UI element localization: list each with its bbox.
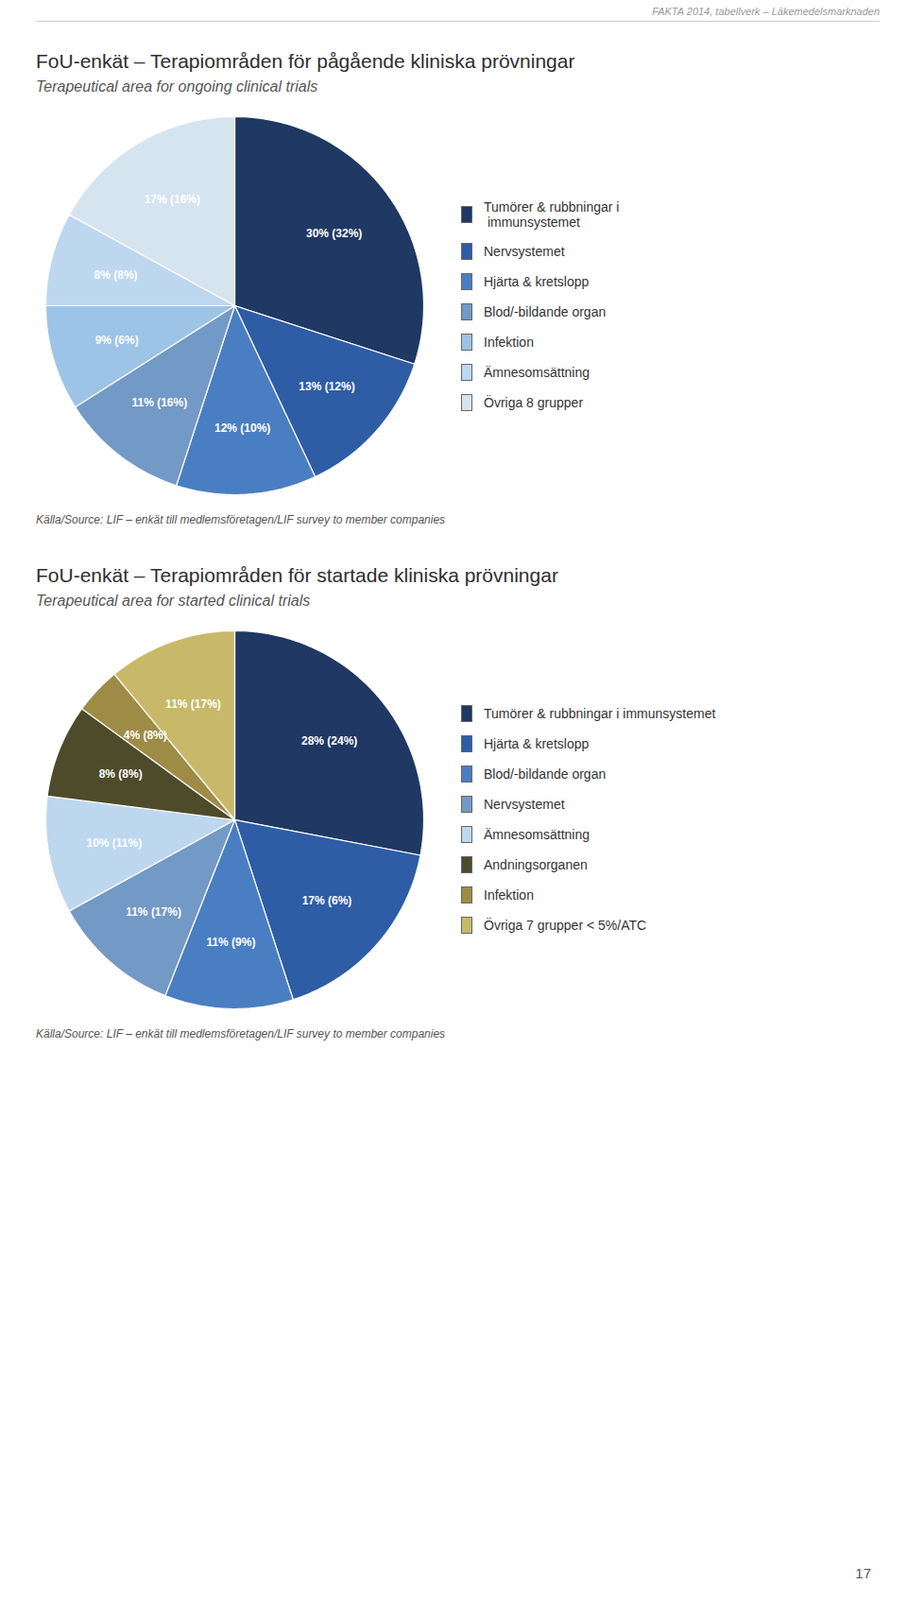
html-text:Källa/Source: LIF – enkät till: Källa/Source: LIF – enkät till medlemsfö…	[35, 1026, 446, 1041]
html-text:17: 17	[855, 1564, 872, 1581]
svg-text:11% (17%): 11% (17%)	[125, 905, 182, 919]
svg-text:8% (8%): 8% (8%)	[94, 268, 138, 282]
html-text:Blod/-bildande organ: Blod/-bildande organ	[483, 766, 606, 782]
html-text:Övriga 8 grupper: Övriga 8 grupper	[483, 394, 584, 411]
svg-text:13% (12%): 13% (12%)	[298, 379, 355, 394]
html-text:Infektion: Infektion	[483, 334, 534, 350]
html-text:Infektion: Infektion	[483, 887, 534, 903]
html-text:Övriga 7 grupper < 5%/ATC: Övriga 7 grupper < 5%/ATC	[483, 917, 647, 933]
html-text:Hjärta & kretslopp: Hjärta & kretslopp	[483, 735, 589, 752]
svg-text:10% (11%): 10% (11%)	[85, 836, 142, 850]
html-text:FoU-enkät – Terapiområden för: FoU-enkät – Terapiområden för pågående k…	[35, 50, 575, 72]
svg-text:28% (24%): 28% (24%)	[301, 734, 358, 748]
html-text:Blod/-bildande organ: Blod/-bildande organ	[483, 304, 606, 320]
svg-text:11% (17%): 11% (17%)	[165, 697, 222, 711]
svg-text:9% (6%): 9% (6%)	[95, 333, 139, 347]
html-text:Terapeutical area for started: Terapeutical area for started clinical t…	[35, 592, 311, 609]
html-text:Andningsorganen: Andningsorganen	[483, 856, 588, 873]
html-text:FoU-enkät – Terapiområden för: FoU-enkät – Terapiområden för startade k…	[35, 564, 559, 586]
html-text:Ämnesomsättning: Ämnesomsättning	[483, 364, 590, 380]
html-text:Tumörer & rubbningar i immunsy: Tumörer & rubbningar i immunsystemet	[483, 199, 620, 230]
svg-text:4% (8%): 4% (8%)	[123, 728, 168, 742]
html-text:Hjärta & kretslopp: Hjärta & kretslopp	[483, 273, 589, 290]
svg-text:12% (10%): 12% (10%)	[214, 421, 271, 435]
html-text:Tumörer & rubbningar i immunsy: Tumörer & rubbningar i immunsystemet	[483, 705, 716, 721]
svg-text:11% (16%): 11% (16%)	[131, 395, 188, 410]
svg-text:30% (32%): 30% (32%)	[306, 226, 362, 240]
html-text:Källa/Source: LIF – enkät till: Källa/Source: LIF – enkät till medlemsfö…	[35, 513, 446, 527]
svg-text:17% (6%): 17% (6%)	[302, 893, 353, 907]
html-text:Nervsystemet: Nervsystemet	[483, 796, 565, 812]
html-text:Terapeutical area for ongoing: Terapeutical area for ongoing clinical t…	[35, 78, 318, 95]
html-text:Nervsystemet: Nervsystemet	[483, 243, 565, 259]
html-text:Ämnesomsättning: Ämnesomsättning	[483, 826, 590, 842]
svg-text:11% (9%): 11% (9%)	[205, 935, 256, 949]
svg-text:17% (16%): 17% (16%)	[144, 192, 201, 206]
html-text:FAKTA 2014, tabellverk – Läkem: FAKTA 2014, tabellverk – Läkemedelsmarkn…	[652, 5, 880, 18]
svg-text:8% (8%): 8% (8%)	[99, 767, 143, 781]
